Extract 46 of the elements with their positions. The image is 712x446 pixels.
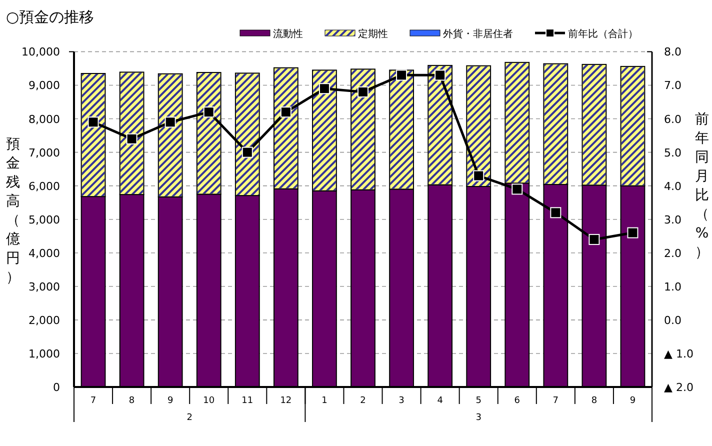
legend-label: 定期性 bbox=[358, 28, 388, 40]
x-tick-label: 9 bbox=[167, 396, 174, 406]
y-tick-label: 9,000 bbox=[28, 79, 60, 92]
y2-tick-label: ▲ 1.0 bbox=[664, 347, 694, 360]
y2-tick-label: ▲ 2.0 bbox=[664, 381, 694, 394]
x-tick-label: 12 bbox=[280, 396, 292, 406]
x-tick-label: 3 bbox=[398, 396, 404, 406]
text: 2 bbox=[186, 413, 192, 423]
y2-tick-label: 8.0 bbox=[664, 46, 682, 59]
x-tick-label: 10 bbox=[203, 396, 215, 406]
x-tick-label: 7 bbox=[90, 396, 96, 406]
x-tick-label: 8 bbox=[591, 396, 598, 406]
x-tick-label: 1 bbox=[322, 396, 328, 406]
y-tick-label: 3,000 bbox=[28, 280, 60, 294]
y2-tick-label: 0.0 bbox=[664, 314, 682, 327]
x-tick-label: 2 bbox=[360, 396, 366, 406]
y-tick-label: 10,000 bbox=[22, 46, 60, 59]
x-tick-label: 5 bbox=[476, 396, 482, 406]
y-tick-label: 8,000 bbox=[28, 112, 60, 126]
legend-label: 前年比（合計） bbox=[568, 28, 638, 40]
legend-label: 流動性 bbox=[273, 28, 303, 40]
y2-axis-title: 前年同月比（%） bbox=[695, 112, 709, 260]
y2-tick-label: 4.0 bbox=[664, 180, 682, 193]
y-tick-label: 1,000 bbox=[28, 347, 60, 360]
y-axis-title: 預金残高（億円） bbox=[6, 136, 20, 286]
y2-tick-label: 1.0 bbox=[664, 280, 682, 294]
y-tick-label: 4,000 bbox=[28, 246, 60, 260]
y2-tick-label: 3.0 bbox=[664, 213, 682, 226]
y-tick-label: 6,000 bbox=[28, 180, 60, 193]
y2-tick-label: 7.0 bbox=[664, 79, 682, 92]
text: 3 bbox=[476, 413, 482, 423]
y2-tick-label: 2.0 bbox=[664, 246, 682, 260]
legend-label: 外貨・非居住者 bbox=[443, 28, 513, 40]
y2-tick-label: 6.0 bbox=[664, 112, 682, 126]
x-tick-label: 8 bbox=[128, 396, 135, 406]
x-tick-label: 7 bbox=[552, 396, 559, 406]
x-tick-label: 6 bbox=[514, 396, 520, 406]
title: ○預金の推移 bbox=[6, 8, 94, 26]
y2-tick-label: 5.0 bbox=[664, 146, 682, 160]
y-tick-label: 7,000 bbox=[28, 146, 60, 160]
x-tick-label: 4 bbox=[437, 396, 444, 406]
x-tick-label: 9 bbox=[630, 396, 636, 406]
y-tick-label: 0 bbox=[53, 381, 60, 394]
y-tick-label: 2,000 bbox=[28, 314, 60, 327]
x-tick-label: 11 bbox=[242, 396, 254, 406]
y-tick-label: 5,000 bbox=[28, 213, 60, 226]
